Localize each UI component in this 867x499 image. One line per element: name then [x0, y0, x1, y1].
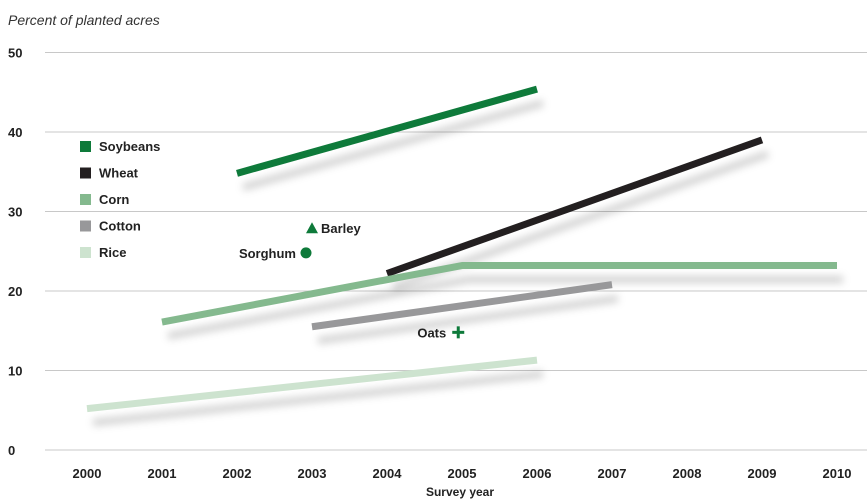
series-line-corn [161, 262, 837, 326]
y-tick-label: 40 [8, 125, 22, 140]
annotation-label: Barley [321, 221, 362, 236]
y-axis-title: Percent of planted acres [8, 12, 160, 28]
annotation-label: Sorghum [239, 246, 296, 261]
y-tick-label: 30 [8, 205, 22, 220]
legend-label: Soybeans [99, 139, 160, 154]
legend-swatch [80, 247, 91, 258]
x-tick-label: 2000 [73, 466, 102, 481]
legend-swatch [80, 167, 91, 179]
annotation-label: Oats [417, 325, 446, 340]
annotations: Barley Sorghum Oats [239, 221, 465, 340]
legend-label: Corn [99, 192, 129, 207]
x-tick-label: 2003 [298, 466, 327, 481]
sorghum-marker [300, 247, 312, 259]
y-tick-label: 50 [8, 46, 22, 61]
legend-swatch [80, 141, 91, 152]
legend: Soybeans Wheat Corn Cotton Rice [80, 139, 160, 260]
series-shadow [92, 370, 544, 427]
x-tick-label: 2005 [448, 466, 477, 481]
series-shadow [317, 295, 619, 345]
series-line-wheat [385, 136, 764, 277]
series-line-rice [86, 356, 538, 413]
series-shadow [242, 99, 544, 191]
series-lines [86, 85, 837, 413]
legend-label: Rice [99, 245, 126, 260]
barley-marker [306, 222, 318, 234]
x-axis-title: Survey year [426, 485, 494, 499]
x-ticks: 2000 2001 2002 2003 2004 2005 2006 2007 2008 2009… [73, 466, 852, 481]
legend-label: Wheat [99, 166, 139, 181]
legend-swatch [80, 220, 91, 232]
y-tick-label: 20 [8, 284, 22, 299]
series-line-cotton [311, 281, 613, 331]
oats-marker [456, 326, 460, 339]
x-tick-label: 2008 [673, 466, 702, 481]
x-tick-label: 2004 [373, 466, 403, 481]
y-ticks: 0 10 20 30 40 50 [8, 46, 22, 459]
legend-swatch [80, 194, 91, 205]
x-tick-label: 2006 [523, 466, 552, 481]
y-tick-label: 10 [8, 364, 22, 379]
legend-label: Cotton [99, 219, 141, 234]
x-tick-label: 2001 [148, 466, 177, 481]
x-tick-label: 2007 [598, 466, 627, 481]
y-tick-label: 0 [8, 443, 15, 458]
x-tick-label: 2002 [223, 466, 252, 481]
series-line-soybeans [236, 85, 538, 177]
series-shadow [167, 276, 843, 340]
x-tick-label: 2009 [748, 466, 777, 481]
x-tick-label: 2010 [823, 466, 852, 481]
